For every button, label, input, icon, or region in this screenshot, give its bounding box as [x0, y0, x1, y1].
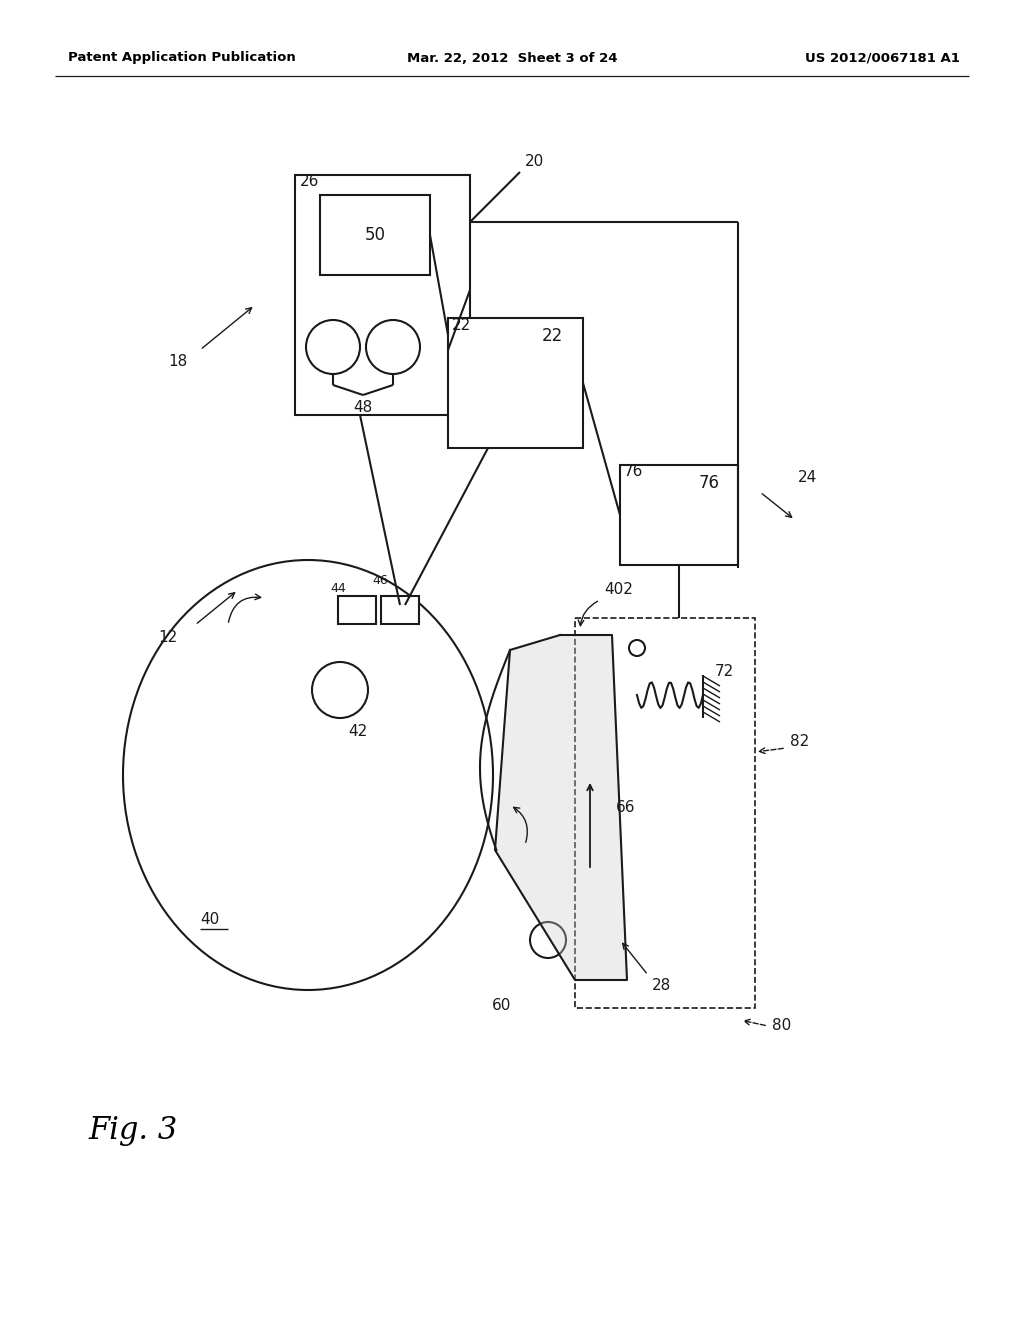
Text: 82: 82	[790, 734, 809, 750]
Circle shape	[629, 640, 645, 656]
FancyBboxPatch shape	[319, 195, 430, 275]
Text: 22: 22	[542, 327, 563, 345]
Circle shape	[306, 319, 360, 374]
FancyBboxPatch shape	[575, 618, 755, 1008]
Text: Mar. 22, 2012  Sheet 3 of 24: Mar. 22, 2012 Sheet 3 of 24	[407, 51, 617, 65]
Text: 18: 18	[168, 355, 187, 370]
Text: 22: 22	[452, 318, 471, 333]
Text: 76: 76	[699, 474, 720, 492]
Text: 28: 28	[652, 978, 672, 993]
Text: 42: 42	[348, 725, 368, 739]
FancyBboxPatch shape	[338, 597, 376, 624]
Text: 26: 26	[300, 174, 319, 190]
Text: 40: 40	[200, 912, 219, 928]
Text: Patent Application Publication: Patent Application Publication	[68, 51, 296, 65]
FancyBboxPatch shape	[381, 597, 419, 624]
FancyBboxPatch shape	[449, 318, 583, 447]
Text: 72: 72	[715, 664, 734, 680]
Circle shape	[366, 319, 420, 374]
Text: 80: 80	[772, 1019, 792, 1034]
Text: 44: 44	[330, 582, 346, 595]
Text: 12: 12	[158, 631, 177, 645]
Text: 76: 76	[624, 465, 643, 479]
Polygon shape	[495, 635, 627, 979]
Text: 60: 60	[492, 998, 511, 1012]
Text: Fig. 3: Fig. 3	[88, 1114, 177, 1146]
Text: 20: 20	[525, 154, 544, 169]
Text: 50: 50	[365, 226, 385, 244]
Text: 66: 66	[616, 800, 636, 816]
Text: 24: 24	[798, 470, 817, 486]
Text: US 2012/0067181 A1: US 2012/0067181 A1	[805, 51, 961, 65]
FancyBboxPatch shape	[295, 176, 470, 414]
Text: 46: 46	[372, 573, 388, 586]
Text: 48: 48	[353, 400, 373, 416]
Text: 402: 402	[604, 582, 633, 598]
Circle shape	[530, 921, 566, 958]
Circle shape	[312, 663, 368, 718]
FancyBboxPatch shape	[620, 465, 738, 565]
